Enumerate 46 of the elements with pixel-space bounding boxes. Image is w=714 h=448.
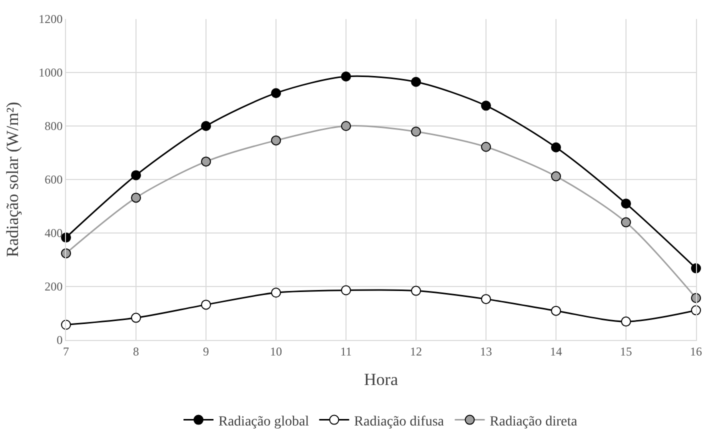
x-tick-label: 14 xyxy=(550,344,562,358)
point xyxy=(621,217,631,228)
y-tick-label: 200 xyxy=(44,280,63,294)
point xyxy=(481,142,491,152)
point xyxy=(131,170,141,180)
x-tick-label: 16 xyxy=(690,344,702,358)
point xyxy=(621,198,631,209)
x-tick-label: 10 xyxy=(270,344,282,358)
point xyxy=(411,286,421,296)
x-tick-label: 8 xyxy=(133,344,139,358)
point xyxy=(131,192,141,203)
point xyxy=(551,306,561,316)
x-tick-label: 12 xyxy=(410,344,422,358)
point xyxy=(201,300,211,310)
x-tick-label: 13 xyxy=(480,344,492,358)
point xyxy=(341,72,351,82)
x-tick-label: 9 xyxy=(203,344,209,358)
point xyxy=(201,121,211,131)
point xyxy=(131,312,141,323)
point xyxy=(341,285,351,296)
y-tick-label: 0 xyxy=(56,333,63,348)
point xyxy=(551,142,561,152)
x-axis-title: Hora xyxy=(364,370,398,389)
point xyxy=(481,100,491,111)
y-tick-label: 400 xyxy=(44,226,63,240)
x-tick-label: 7 xyxy=(63,344,69,358)
point xyxy=(621,316,631,327)
legend-label: Radiação difusa xyxy=(354,414,445,430)
y-tick-label: 1200 xyxy=(38,12,63,26)
y-tick-label: 1000 xyxy=(38,66,63,80)
point xyxy=(341,121,351,131)
legend-label: Radiação global xyxy=(218,414,310,430)
point xyxy=(411,76,421,87)
x-tick-label: 15 xyxy=(620,344,632,358)
x-tick-label: 11 xyxy=(340,344,352,358)
y-tick-label: 600 xyxy=(44,172,63,187)
point xyxy=(201,156,211,167)
y-axis-title: Radiação solar (W/m²) xyxy=(3,102,22,258)
point xyxy=(271,135,281,146)
point xyxy=(551,171,561,182)
legend-label: Radiação direta xyxy=(490,414,578,430)
point xyxy=(271,88,281,98)
point xyxy=(411,126,421,137)
y-tick-label: 800 xyxy=(44,119,63,134)
point xyxy=(271,288,281,298)
point xyxy=(481,294,491,304)
